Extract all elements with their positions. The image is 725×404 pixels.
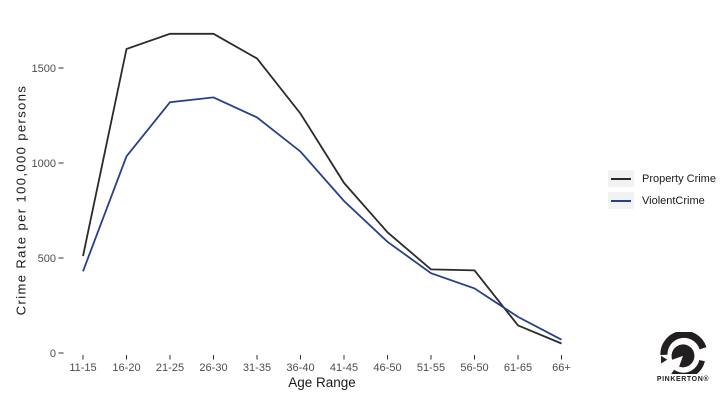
svg-text:31-35: 31-35 (243, 362, 271, 374)
svg-text:66+: 66+ (552, 362, 571, 374)
svg-text:51-55: 51-55 (417, 362, 445, 374)
legend-key-property-crime (608, 170, 634, 187)
legend-item-property-crime: Property Crime (608, 170, 716, 187)
brand-wordmark: PINKERTON® (656, 376, 710, 383)
property-crime-line (82, 32, 562, 345)
legend-label-property-crime: Property Crime (642, 172, 716, 185)
svg-text:1500: 1500 (32, 63, 56, 75)
property-crime-line-swatch (611, 177, 631, 180)
y-axis-ticks: 0 500 1000 1500 (32, 63, 64, 360)
svg-text:36-40: 36-40 (286, 362, 314, 374)
svg-text:0: 0 (50, 348, 56, 360)
svg-text:56-50: 56-50 (460, 362, 488, 374)
svg-text:46-50: 46-50 (373, 362, 401, 374)
svg-text:26-30: 26-30 (199, 362, 227, 374)
svg-text:500: 500 (38, 253, 56, 265)
svg-text:11-15: 11-15 (69, 362, 96, 374)
pinkerton-eye-icon (660, 332, 707, 374)
svg-text:16-20: 16-20 (112, 362, 140, 374)
violent-crime-line (82, 96, 562, 341)
svg-text:21-25: 21-25 (156, 362, 184, 374)
legend-label-violent-crime: ViolentCrime (642, 194, 705, 207)
chart-legend: Property Crime ViolentCrime (608, 170, 716, 209)
legend-item-violent-crime: ViolentCrime (608, 192, 716, 209)
brand-block: PINKERTON® (650, 332, 716, 383)
violent-crime-line-swatch (611, 199, 631, 202)
x-axis-title: Age Range (288, 375, 356, 390)
legend-key-violent-crime (608, 192, 634, 209)
svg-text:41-45: 41-45 (330, 362, 358, 374)
svg-text:61-65: 61-65 (504, 362, 532, 374)
svg-text:1000: 1000 (32, 158, 56, 170)
x-axis-ticks: 11-15 16-20 21-25 26-30 31-35 36-40 41-45 46-50… (69, 355, 571, 374)
